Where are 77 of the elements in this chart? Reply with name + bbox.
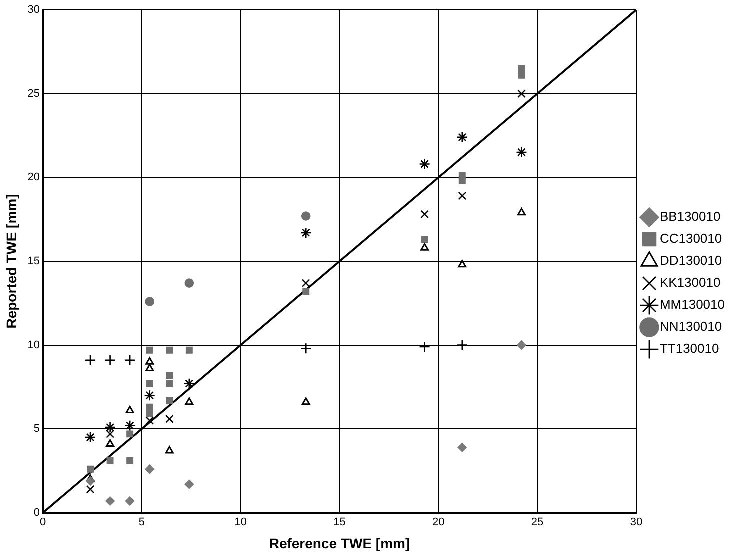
y-tick-label: 10 bbox=[28, 339, 40, 352]
x-tick-label: 25 bbox=[531, 516, 544, 529]
point bbox=[184, 378, 196, 390]
legend-label: MM130010 bbox=[660, 297, 726, 312]
x-tick-label: 30 bbox=[630, 516, 643, 529]
point bbox=[300, 227, 312, 239]
y-tick-label: 20 bbox=[28, 172, 40, 184]
y-tick-label: 30 bbox=[28, 4, 40, 16]
point bbox=[145, 297, 154, 306]
point bbox=[302, 398, 310, 406]
point bbox=[518, 65, 526, 72]
point bbox=[106, 440, 115, 448]
point bbox=[420, 210, 429, 219]
point bbox=[516, 146, 528, 158]
point bbox=[86, 476, 96, 486]
x-tick-label: 10 bbox=[234, 516, 247, 529]
point bbox=[421, 236, 428, 244]
point bbox=[106, 458, 114, 464]
y-axis-title: Reported TWE [mm] bbox=[3, 194, 20, 329]
point bbox=[518, 72, 526, 79]
point bbox=[184, 480, 194, 490]
point bbox=[126, 430, 134, 438]
point bbox=[87, 466, 94, 473]
point bbox=[458, 172, 466, 180]
legend-label: BB130010 bbox=[660, 209, 721, 224]
y-tick-label: 0 bbox=[34, 507, 40, 520]
point bbox=[420, 243, 430, 251]
point bbox=[166, 346, 174, 354]
point bbox=[166, 380, 174, 388]
point bbox=[518, 90, 526, 98]
legend-label: KK130010 bbox=[660, 275, 721, 290]
point bbox=[184, 278, 194, 288]
point bbox=[124, 354, 136, 366]
point bbox=[125, 496, 135, 506]
point bbox=[302, 279, 310, 288]
point bbox=[186, 346, 193, 354]
point bbox=[146, 380, 154, 388]
legend-label: DD130010 bbox=[660, 253, 722, 268]
point bbox=[458, 442, 468, 452]
y-tick-label: 25 bbox=[28, 88, 40, 100]
point bbox=[302, 288, 310, 296]
point bbox=[146, 416, 154, 425]
point bbox=[458, 260, 467, 268]
x-tick-label: 5 bbox=[138, 516, 145, 529]
point bbox=[84, 354, 96, 366]
x-tick-label: 20 bbox=[432, 516, 445, 529]
point bbox=[86, 485, 95, 494]
point bbox=[301, 212, 311, 221]
x-axis-title: Reference TWE [mm] bbox=[269, 535, 410, 552]
point bbox=[166, 397, 174, 404]
point bbox=[144, 390, 156, 402]
point bbox=[106, 496, 115, 506]
x-tick-label: 15 bbox=[334, 516, 346, 529]
point bbox=[419, 158, 430, 170]
point bbox=[146, 346, 154, 354]
point bbox=[84, 432, 96, 444]
point bbox=[456, 132, 468, 144]
point bbox=[124, 420, 136, 432]
point bbox=[146, 357, 154, 365]
point bbox=[126, 458, 134, 464]
point bbox=[146, 364, 154, 372]
point bbox=[165, 414, 174, 424]
point bbox=[146, 404, 154, 411]
point bbox=[518, 208, 526, 216]
point bbox=[185, 398, 194, 406]
point bbox=[165, 446, 174, 454]
point bbox=[146, 410, 154, 418]
point bbox=[458, 192, 467, 200]
point bbox=[517, 340, 526, 350]
point bbox=[145, 464, 154, 474]
legend-label: CC130010 bbox=[660, 231, 722, 246]
y-tick-label: 5 bbox=[34, 423, 40, 436]
legend-label: TT130010 bbox=[660, 341, 720, 356]
point bbox=[126, 406, 134, 414]
legend-label: NN130010 bbox=[660, 319, 722, 334]
y-tick-label: 15 bbox=[28, 256, 40, 268]
point bbox=[166, 372, 174, 379]
